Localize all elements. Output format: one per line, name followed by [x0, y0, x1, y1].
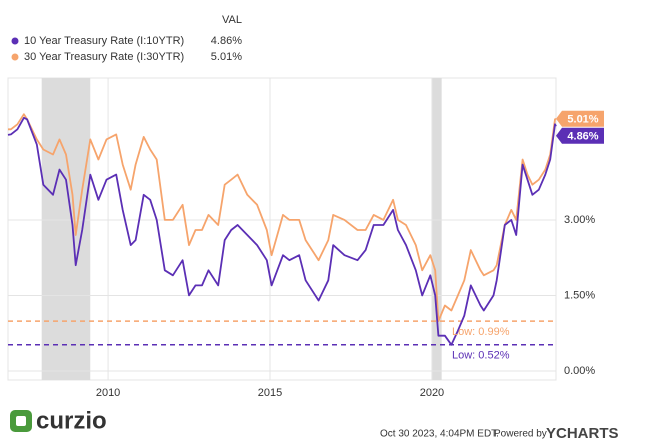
legend-header: VAL — [222, 14, 242, 26]
powered-by: Powered by — [494, 429, 547, 440]
latest-badge — [556, 110, 604, 127]
plot-frame — [7, 77, 557, 381]
low-label: Low: 0.52% — [452, 350, 510, 362]
low-label: Low: 0.99% — [452, 326, 510, 338]
brand: YCHARTS — [546, 425, 619, 442]
x-tick-label: 2010 — [96, 387, 120, 399]
recession-band — [431, 78, 442, 380]
timestamp: Oct 30 2023, 4:04PM EDT. — [380, 429, 499, 440]
x-tick-label: 2020 — [420, 387, 444, 399]
y-tick-label: 3.00% — [564, 214, 595, 226]
legend-value: 5.01% — [211, 51, 242, 63]
footer: curzio Oct 30 2023, 4:04PM EDT. Powered … — [10, 407, 619, 442]
logo-icon-inner — [16, 416, 26, 426]
series-line — [7, 116, 557, 346]
y-tick-label: 1.50% — [564, 289, 595, 301]
legend-marker — [11, 37, 19, 45]
latest-badge-label: 4.86% — [567, 131, 598, 143]
legend-marker — [11, 53, 19, 61]
x-tick-label: 2015 — [258, 387, 282, 399]
legend-label: 30 Year Treasury Rate (I:30YTR) — [24, 51, 184, 63]
legend-label: 10 Year Treasury Rate (I:10YTR) — [24, 35, 184, 47]
latest-badge-label: 5.01% — [567, 114, 598, 126]
legend-value: 4.86% — [211, 35, 242, 47]
y-tick-label: 0.00% — [564, 365, 595, 377]
logo: curzio — [36, 407, 107, 434]
series-line — [8, 113, 557, 322]
latest-badge — [556, 127, 604, 144]
